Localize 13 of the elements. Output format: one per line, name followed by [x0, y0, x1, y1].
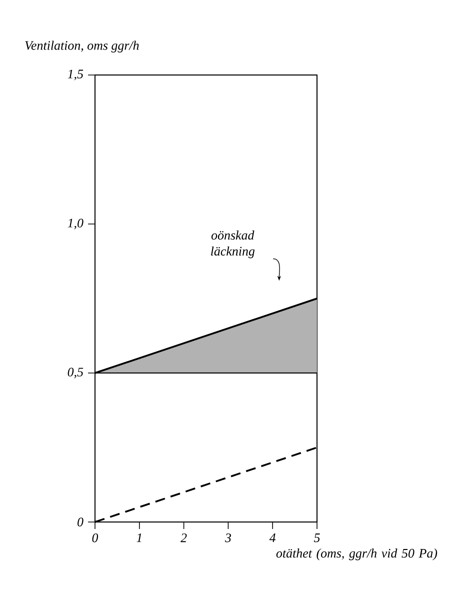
annotation: oönskad läckning [211, 230, 255, 258]
y-tick-label: 1,0 [68, 218, 84, 230]
x-tick-label: 0 [92, 533, 98, 542]
x-tick-label: 5 [314, 533, 320, 542]
y-tick-label: 1,5 [68, 70, 84, 80]
y-tick-label: 0 [78, 518, 84, 526]
x-tick-label: 1 [136, 533, 142, 542]
x-tick-label: 4 [269, 533, 276, 542]
y-axis-title: Ventilation, oms ggr/h [25, 40, 139, 52]
x-tick-label: 2 [180, 533, 187, 542]
x-axis-title: otäthet (oms, ggr/h vid 50 Pa) [276, 548, 438, 560]
y-tick-label: 0,5 [68, 368, 84, 378]
x-tick-label: 3 [224, 533, 231, 542]
